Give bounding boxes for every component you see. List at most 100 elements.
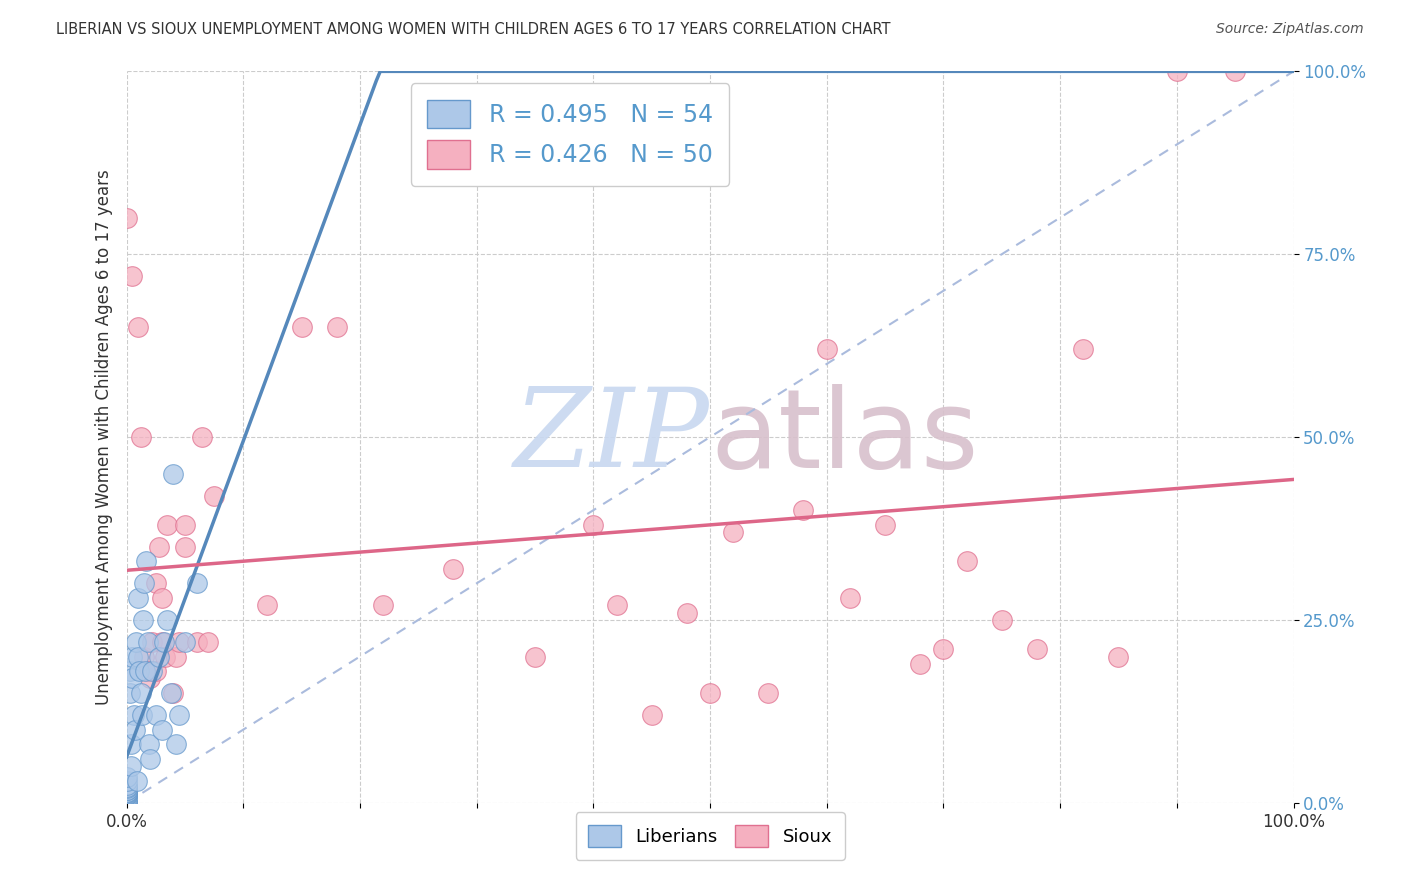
Point bbox=[139, 672, 162, 686]
Point bbox=[186, 576, 208, 591]
Point bbox=[138, 737, 160, 751]
Point bbox=[675, 606, 697, 620]
Point bbox=[115, 796, 138, 810]
Text: Source: ZipAtlas.com: Source: ZipAtlas.com bbox=[1216, 22, 1364, 37]
Text: ZIP: ZIP bbox=[515, 384, 710, 491]
Point bbox=[582, 517, 605, 532]
Point bbox=[139, 752, 162, 766]
Point bbox=[1108, 649, 1130, 664]
Point bbox=[373, 599, 395, 613]
Text: atlas: atlas bbox=[710, 384, 979, 491]
Point bbox=[165, 649, 187, 664]
Point bbox=[792, 503, 814, 517]
Point bbox=[115, 785, 138, 799]
Y-axis label: Unemployment Among Women with Children Ages 6 to 17 years: Unemployment Among Women with Children A… bbox=[94, 169, 112, 705]
Point bbox=[129, 686, 152, 700]
Point bbox=[122, 708, 145, 723]
Point bbox=[115, 792, 138, 806]
Point bbox=[256, 599, 278, 613]
Point bbox=[134, 664, 156, 678]
Point bbox=[153, 635, 176, 649]
Point bbox=[150, 635, 173, 649]
Point bbox=[128, 664, 150, 678]
Point bbox=[136, 635, 159, 649]
Point bbox=[191, 430, 214, 444]
Point bbox=[115, 785, 138, 799]
Point bbox=[124, 723, 146, 737]
Point bbox=[115, 789, 138, 804]
Point bbox=[908, 657, 931, 671]
Point bbox=[165, 737, 187, 751]
Point bbox=[121, 672, 143, 686]
Point bbox=[115, 796, 138, 810]
Legend: Liberians, Sioux: Liberians, Sioux bbox=[575, 813, 845, 860]
Point bbox=[118, 664, 141, 678]
Point bbox=[135, 554, 157, 568]
Point bbox=[120, 759, 142, 773]
Point bbox=[156, 613, 179, 627]
Point bbox=[956, 554, 979, 568]
Point bbox=[990, 613, 1012, 627]
Point bbox=[120, 737, 142, 751]
Point bbox=[136, 664, 159, 678]
Point bbox=[156, 517, 179, 532]
Point bbox=[1166, 64, 1188, 78]
Point bbox=[815, 343, 838, 357]
Point bbox=[115, 770, 138, 784]
Point bbox=[167, 635, 190, 649]
Point bbox=[115, 773, 138, 788]
Point bbox=[127, 649, 149, 664]
Point bbox=[699, 686, 721, 700]
Point bbox=[932, 642, 955, 657]
Point bbox=[132, 649, 155, 664]
Point bbox=[129, 430, 152, 444]
Point bbox=[121, 649, 143, 664]
Point bbox=[131, 708, 153, 723]
Point bbox=[162, 467, 184, 481]
Point bbox=[115, 778, 138, 792]
Point bbox=[523, 649, 546, 664]
Point bbox=[290, 320, 312, 334]
Point bbox=[125, 773, 148, 788]
Point bbox=[115, 796, 138, 810]
Point bbox=[723, 525, 745, 540]
Point bbox=[148, 649, 170, 664]
Point bbox=[141, 635, 163, 649]
Point bbox=[197, 635, 219, 649]
Point bbox=[186, 635, 208, 649]
Point bbox=[118, 686, 141, 700]
Point bbox=[1223, 64, 1246, 78]
Point bbox=[756, 686, 779, 700]
Point bbox=[132, 613, 155, 627]
Point bbox=[127, 320, 149, 334]
Point bbox=[839, 591, 862, 605]
Point bbox=[875, 517, 897, 532]
Point bbox=[174, 635, 197, 649]
Point bbox=[325, 320, 347, 334]
Point bbox=[115, 786, 138, 800]
Point bbox=[145, 664, 167, 678]
Point bbox=[160, 686, 183, 700]
Point bbox=[127, 591, 149, 605]
Point bbox=[115, 780, 138, 794]
Point bbox=[132, 576, 155, 591]
Point bbox=[115, 781, 138, 796]
Point bbox=[115, 211, 138, 225]
Point bbox=[150, 723, 173, 737]
Point bbox=[162, 686, 184, 700]
Point bbox=[115, 796, 138, 810]
Point bbox=[441, 562, 464, 576]
Point bbox=[167, 708, 190, 723]
Point bbox=[115, 789, 138, 803]
Point bbox=[641, 708, 664, 723]
Point bbox=[125, 635, 148, 649]
Point bbox=[115, 789, 138, 803]
Point bbox=[115, 796, 138, 810]
Point bbox=[148, 540, 170, 554]
Point bbox=[174, 517, 197, 532]
Point bbox=[115, 783, 138, 797]
Point bbox=[121, 269, 143, 284]
Point bbox=[150, 591, 173, 605]
Text: LIBERIAN VS SIOUX UNEMPLOYMENT AMONG WOMEN WITH CHILDREN AGES 6 TO 17 YEARS CORR: LIBERIAN VS SIOUX UNEMPLOYMENT AMONG WOM… bbox=[56, 22, 891, 37]
Point bbox=[153, 649, 176, 664]
